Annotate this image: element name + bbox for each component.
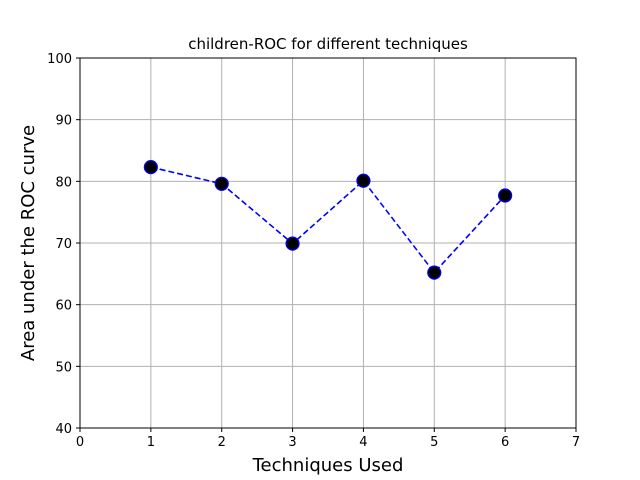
x-tick-label: 6: [501, 435, 509, 450]
x-axis-title: Techniques Used: [252, 455, 404, 476]
series-line: [150, 166, 506, 274]
x-tick-label: 1: [147, 435, 155, 450]
data-point-marker: [356, 173, 371, 188]
x-tick-label: 5: [430, 435, 438, 450]
y-axis-ticks: 40 50 60 70 80 90 100: [47, 52, 80, 437]
data-point-marker: [143, 160, 158, 175]
x-tick-label: 2: [218, 435, 226, 450]
y-tick-label: 60: [55, 299, 72, 314]
chart-title: children-ROC for different techniques: [188, 35, 468, 53]
data-point-marker: [427, 265, 442, 280]
series-group: [143, 160, 513, 280]
y-tick-label: 70: [55, 237, 72, 252]
y-tick-label: 80: [55, 175, 72, 190]
data-point-marker: [498, 188, 513, 203]
x-axis-ticks: 0 1 2 3 4 5 6 7: [76, 428, 580, 450]
data-point-marker: [285, 236, 300, 251]
x-tick-label: 7: [572, 435, 580, 450]
data-point-marker: [214, 176, 229, 191]
y-axis-title: Area under the ROC curve: [18, 125, 39, 361]
gridlines: [79, 57, 577, 429]
x-tick-label: 0: [76, 435, 84, 450]
y-tick-label: 50: [55, 360, 72, 375]
x-tick-label: 4: [359, 435, 367, 450]
x-tick-label: 3: [288, 435, 296, 450]
y-tick-label: 100: [47, 52, 72, 67]
y-tick-label: 90: [55, 114, 72, 129]
y-tick-label: 40: [55, 422, 72, 437]
